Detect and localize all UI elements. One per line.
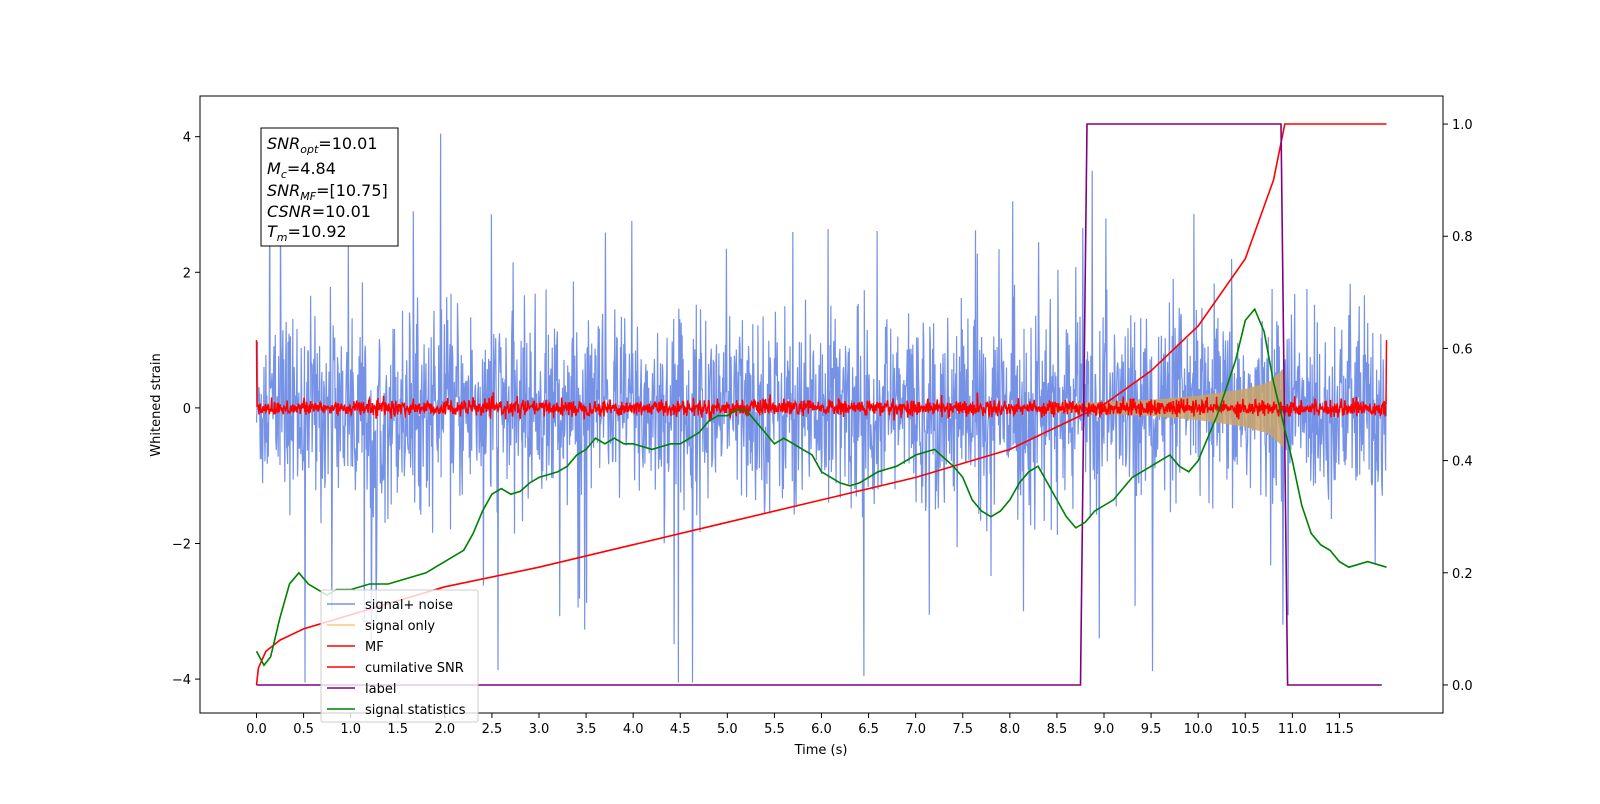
legend-label: signal only	[365, 619, 435, 634]
y-left-tick-label: 2	[183, 266, 191, 281]
x-tick-label: 8.5	[1047, 722, 1068, 737]
x-tick-label: 9.5	[1141, 722, 1162, 737]
annot-snr-mf: SNRMF=[10.75]	[267, 181, 388, 203]
x-tick-label: 2.5	[482, 722, 503, 737]
x-axis-label: Time (s)	[794, 743, 848, 758]
annot-tm: Tm=10.92	[267, 222, 347, 244]
x-tick-label: 6.5	[858, 722, 879, 737]
y-right-tick-label: 0.8	[1452, 230, 1473, 245]
legend-label: signal+ noise	[365, 598, 453, 613]
legend: signal+ noise signal only MF cumilative SNR…	[320, 589, 479, 723]
annot-mc: Mc=4.84	[267, 159, 336, 181]
x-tick-label: 9.0	[1094, 722, 1115, 737]
x-tick-label: 5.0	[717, 722, 738, 737]
series-label	[256, 123, 1382, 686]
x-tick-label: 11.0	[1278, 722, 1307, 737]
x-tick-label: 7.0	[905, 722, 926, 737]
annot-csnr: CSNR=10.01	[267, 202, 371, 221]
x-tick-label: 0.5	[293, 722, 314, 737]
x-tick-label: 10.5	[1231, 722, 1260, 737]
x-tick-label: 4.5	[670, 722, 691, 737]
legend-label: signal statistics	[365, 703, 466, 718]
series-signal-statistics	[255, 307, 1387, 667]
series-mf	[255, 340, 1388, 422]
series-cumulative-snr	[255, 123, 1387, 686]
x-tick-label: 4.0	[623, 722, 644, 737]
legend-label: label	[365, 682, 396, 697]
y-right-tick-label: 0.6	[1452, 342, 1473, 357]
y-left-tick-label: 0	[183, 402, 191, 417]
x-tick-label: 1.5	[387, 722, 408, 737]
legend-label: MF	[365, 640, 384, 655]
series-layer	[255, 123, 1388, 686]
y-right-tick-label: 1.0	[1452, 118, 1473, 133]
x-tick-label: 3.5	[576, 722, 597, 737]
x-tick-label: 3.0	[529, 722, 550, 737]
y-axis-label: Whitened strain	[149, 353, 164, 456]
x-tick-label: 2.0	[434, 722, 455, 737]
y-left-tick-label: 4	[183, 131, 191, 146]
x-axis-ticks: 0.0 0.5 1.0 1.5 2.0 2.5 3.0 3.5 4.0 4.5 5.0 5.5 6.0 6…	[246, 713, 1354, 737]
legend-label: cumilative SNR	[365, 661, 464, 676]
x-tick-label: 0.0	[246, 722, 267, 737]
x-tick-label: 5.5	[764, 722, 785, 737]
legend-frame	[320, 589, 479, 723]
y-axis-left-ticks: 4 2 0 −2 −4	[172, 131, 200, 688]
y-right-tick-label: 0.2	[1452, 567, 1473, 582]
stats-annotation: SNRopt=10.01 Mc=4.84 SNRMF=[10.75] CSNR=…	[260, 127, 399, 247]
y-left-tick-label: −4	[172, 673, 191, 688]
x-tick-label: 11.5	[1325, 722, 1354, 737]
y-right-tick-label: 0.4	[1452, 455, 1473, 470]
x-tick-label: 8.0	[999, 722, 1020, 737]
stats-annotation-box	[260, 127, 399, 247]
annot-snr-opt: SNRopt=10.01	[267, 134, 378, 156]
x-tick-label: 10.0	[1184, 722, 1213, 737]
x-tick-label: 1.0	[340, 722, 361, 737]
y-left-tick-label: −2	[172, 537, 191, 552]
y-right-tick-label: 0.0	[1452, 679, 1473, 694]
x-tick-label: 6.0	[811, 722, 832, 737]
y-axis-right-ticks: 1.0 0.8 0.6 0.4 0.2 0.0	[1443, 118, 1473, 694]
x-tick-label: 7.5	[952, 722, 973, 737]
